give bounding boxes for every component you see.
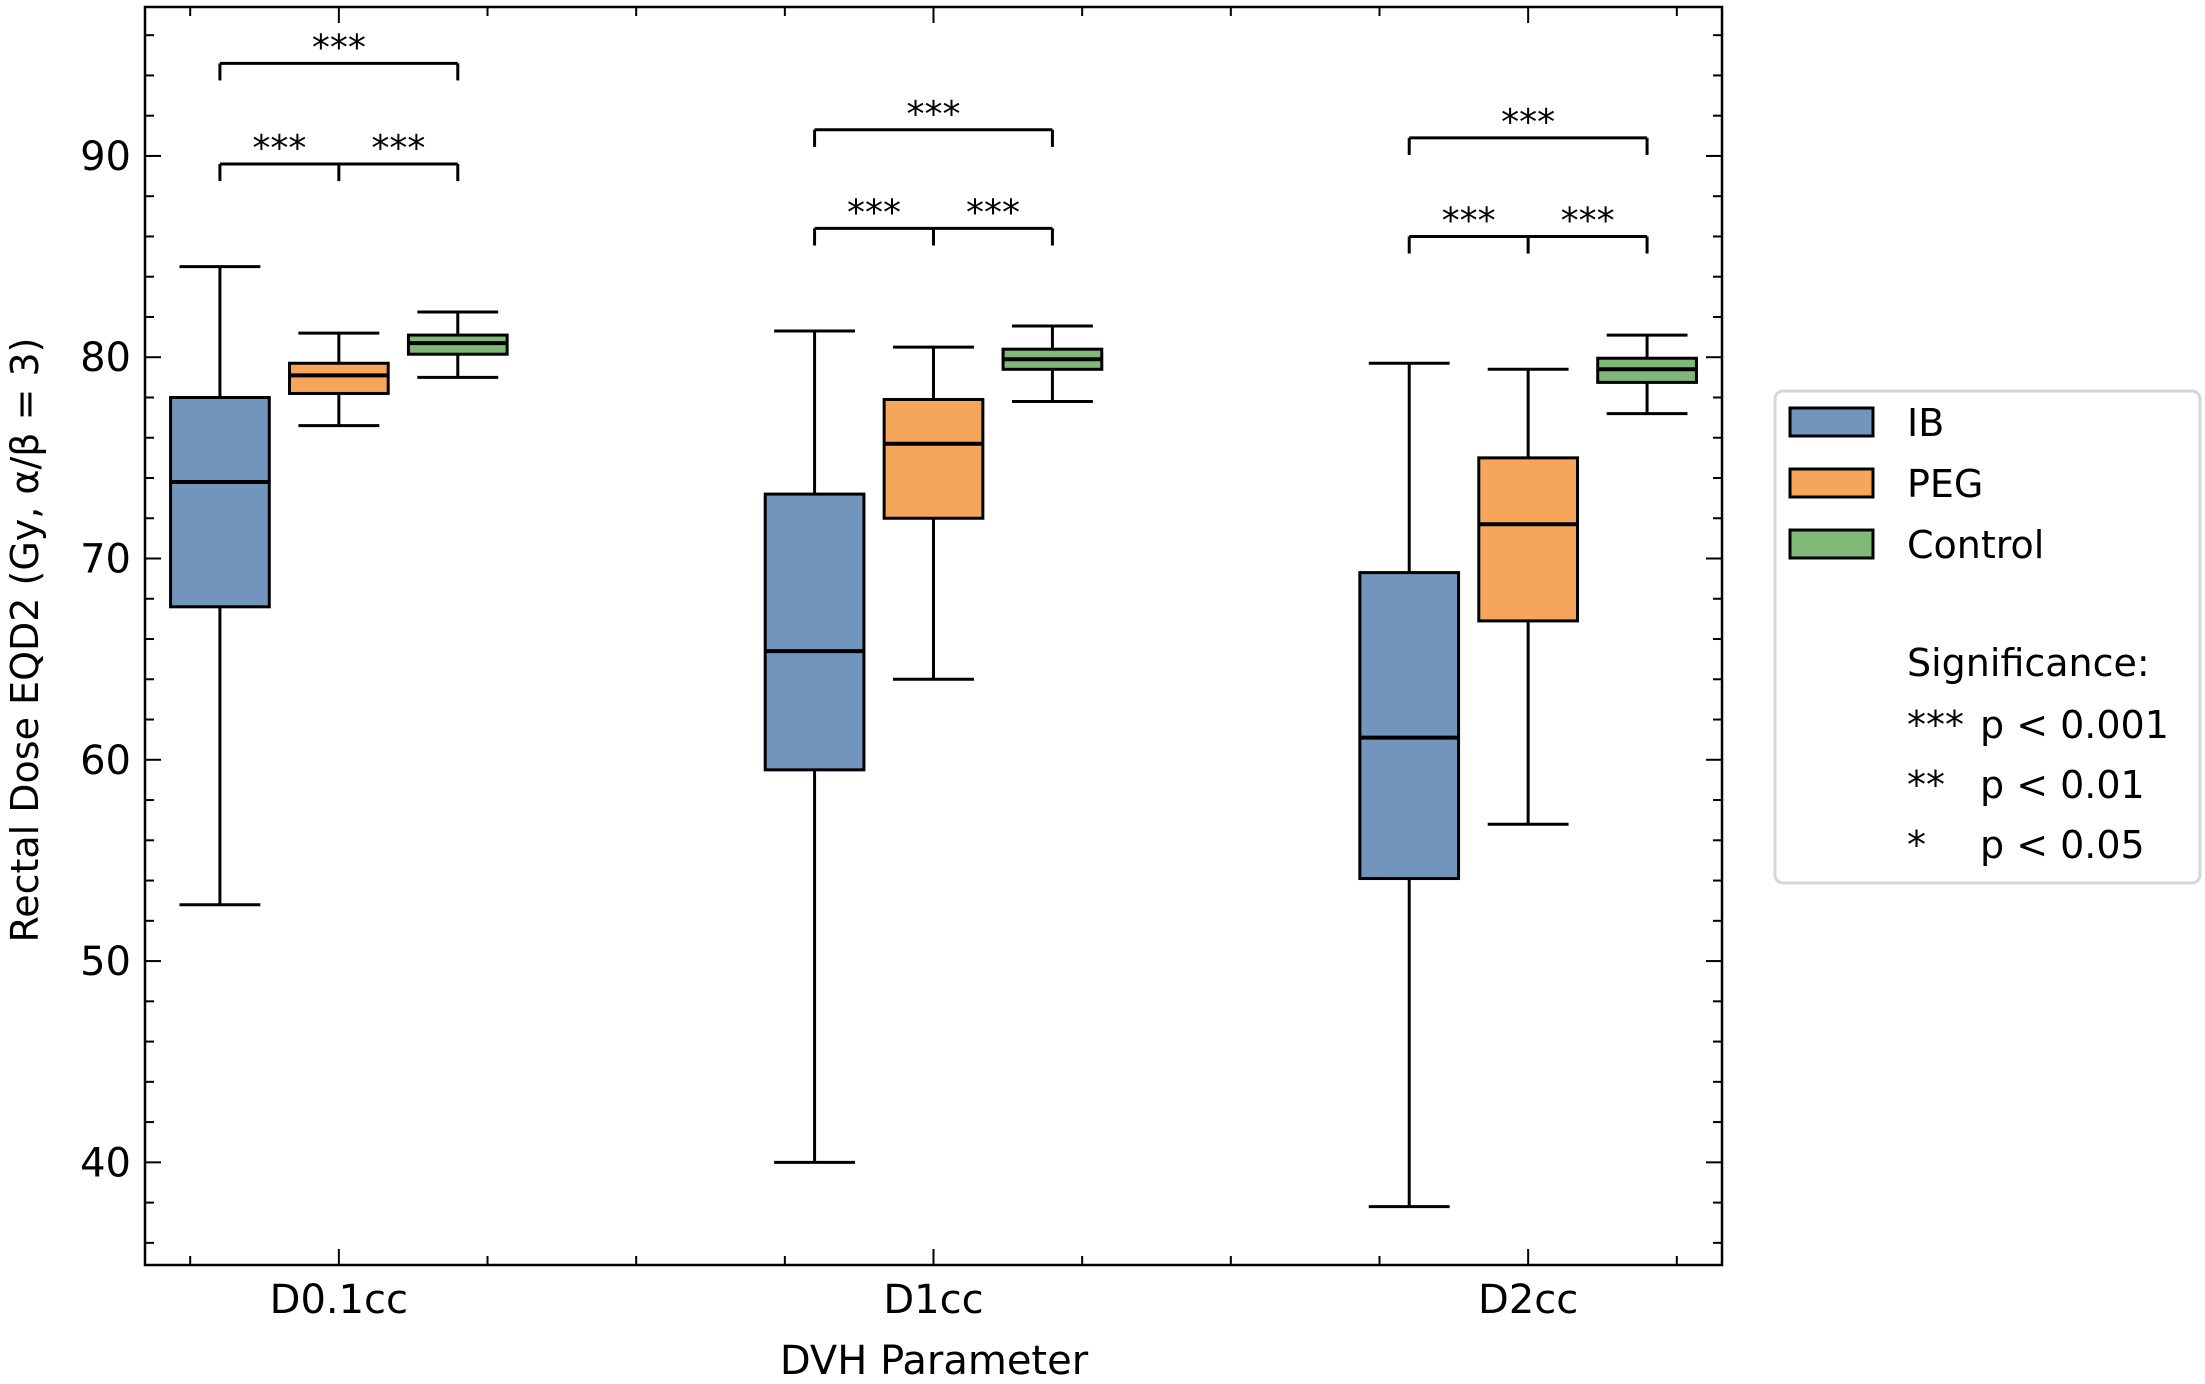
legend-significance-threshold: p < 0.001 bbox=[1980, 703, 2169, 747]
legend-label-peg: PEG bbox=[1907, 462, 1983, 506]
box-control-d0-1cc bbox=[406, 310, 509, 379]
x-tick-label: D2cc bbox=[1478, 1277, 1578, 1323]
y-tick-label: 90 bbox=[80, 134, 131, 180]
y-tick-label: 70 bbox=[80, 537, 131, 583]
y-tick-label: 40 bbox=[80, 1140, 131, 1186]
y-axis-label: Rectal Dose EQD2 (Gy, α/β = 3) bbox=[3, 337, 47, 942]
significance-stars: *** bbox=[847, 192, 901, 233]
legend-significance-threshold: p < 0.05 bbox=[1980, 823, 2145, 867]
plot-marks: *** *** *** *** *** *** *** *** *** bbox=[169, 27, 1698, 1209]
significance-stars: *** bbox=[252, 128, 306, 169]
legend-significance-stars: * bbox=[1907, 823, 1926, 867]
box-iqr bbox=[882, 397, 985, 520]
box-iqr bbox=[287, 361, 390, 395]
significance-d1cc: *** *** *** bbox=[813, 94, 1054, 246]
y-tick-label: 80 bbox=[80, 335, 131, 381]
box-iqr bbox=[1358, 571, 1461, 881]
legend-label-control: Control bbox=[1907, 523, 2044, 567]
significance-stars: *** bbox=[966, 192, 1020, 233]
box-peg-d0-1cc bbox=[287, 331, 390, 428]
box-peg-d2cc bbox=[1477, 367, 1580, 826]
significance-stars: *** bbox=[1501, 102, 1555, 143]
legend-significance-title: Significance: bbox=[1907, 641, 2150, 685]
y-tick-label: 50 bbox=[80, 939, 131, 985]
box-ib-d0-1cc bbox=[169, 265, 271, 907]
box-peg-d1cc bbox=[882, 345, 985, 681]
box-iqr bbox=[169, 395, 271, 609]
box-iqr bbox=[763, 492, 866, 772]
significance-stars: *** bbox=[312, 27, 366, 68]
box-control-d1cc bbox=[1001, 324, 1104, 404]
axes: 40 50 60 70 80 90 D0.1cc D1cc D2cc bbox=[80, 7, 1722, 1323]
box-ib-d2cc bbox=[1358, 361, 1461, 1209]
legend-swatch-ib bbox=[1788, 406, 1875, 438]
x-axis-label: DVH Parameter bbox=[780, 1338, 1089, 1384]
legend-swatch-control bbox=[1788, 528, 1875, 560]
legend-swatch-peg bbox=[1788, 467, 1875, 499]
box-ib-d1cc bbox=[763, 329, 866, 1164]
legend: IB PEG Control Significance: *** p < 0.001 ** p… bbox=[1773, 389, 2202, 885]
box-control-d2cc bbox=[1596, 333, 1698, 416]
significance-stars: *** bbox=[907, 94, 961, 135]
significance-stars: *** bbox=[371, 128, 425, 169]
x-tick-label: D1cc bbox=[883, 1277, 983, 1323]
legend-significance-threshold: p < 0.01 bbox=[1980, 763, 2145, 807]
box-iqr bbox=[1477, 456, 1580, 623]
legend-significance-stars: ** bbox=[1907, 763, 1945, 807]
significance-d0-1cc: *** *** *** bbox=[218, 27, 460, 182]
legend-label-ib: IB bbox=[1907, 401, 1944, 445]
y-tick-label: 60 bbox=[80, 738, 131, 784]
significance-stars: *** bbox=[1561, 200, 1615, 241]
x-tick-label: D0.1cc bbox=[270, 1277, 408, 1323]
legend-significance-stars: *** bbox=[1907, 703, 1964, 747]
legend-frame bbox=[1773, 389, 2202, 885]
significance-d2cc: *** *** *** bbox=[1407, 102, 1649, 254]
significance-stars: *** bbox=[1442, 200, 1496, 241]
